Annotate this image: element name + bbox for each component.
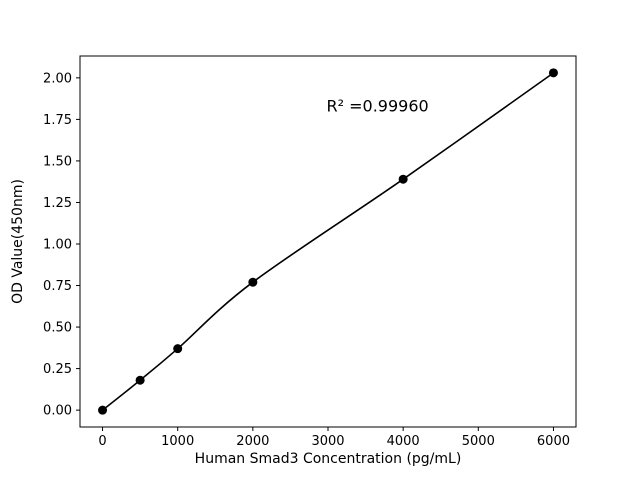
y-tick-label: 1.50 [43,154,72,169]
fit-line [102,72,554,411]
r-squared-annotation: R² =0.99960 [327,97,429,116]
y-tick-label: 0.00 [43,404,72,419]
y-tick-label: 1.75 [43,113,72,128]
x-tick-label: 1000 [161,434,194,449]
y-tick-label: 0.50 [43,321,72,336]
data-point [135,375,145,385]
y-tick-label: 1.00 [43,237,72,252]
x-axis-label: Human Smad3 Concentration (pg/mL) [195,451,462,467]
data-point [548,68,558,78]
data-point [248,277,258,287]
x-tick-label: 6000 [537,434,570,449]
y-tick-label: 0.25 [43,362,72,377]
data-point [173,344,183,354]
x-tick-label: 5000 [462,434,495,449]
data-point [398,174,408,184]
x-tick-label: 2000 [236,434,269,449]
x-tick-label: 0 [98,434,106,449]
x-tick-label: 3000 [311,434,344,449]
y-axis-label: OD Value(450nm) [10,179,26,304]
y-tick-label: 1.25 [43,196,72,211]
y-tick-label: 0.75 [43,279,72,294]
y-tick-label: 2.00 [43,71,72,86]
data-point [98,405,108,415]
x-tick-label: 4000 [387,434,420,449]
